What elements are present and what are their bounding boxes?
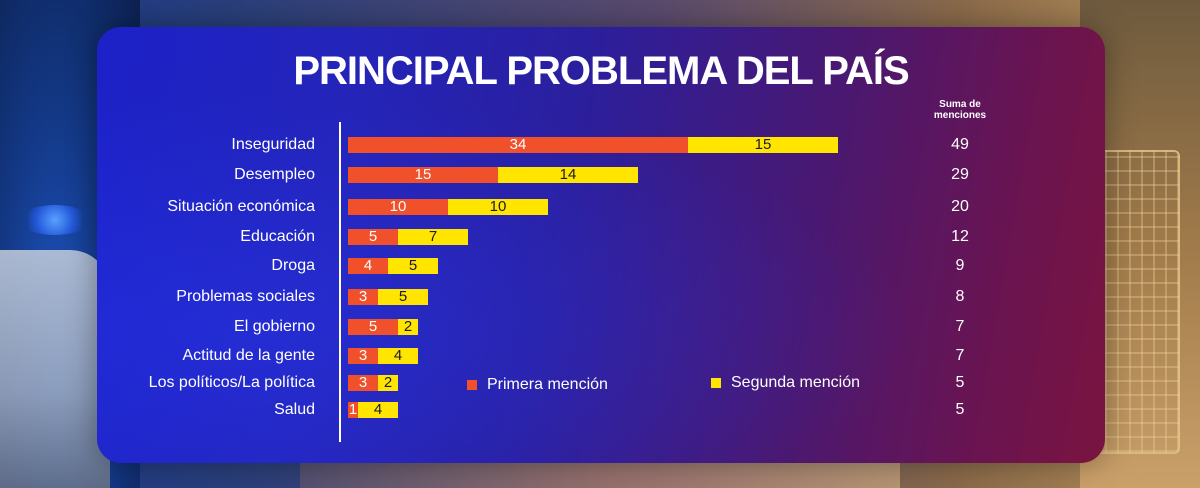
panel-glow <box>97 27 1105 463</box>
total-mentions-value: 20 <box>951 198 969 215</box>
bar-primera-mencion: 1 <box>348 402 358 418</box>
bar-segunda-mencion: 15 <box>688 137 838 153</box>
bar-value-label: 2 <box>403 318 413 335</box>
background-car <box>0 250 110 488</box>
bar-value-label: 34 <box>509 136 527 153</box>
bar-value-label: 2 <box>383 374 393 391</box>
bar-value-label: 15 <box>414 166 432 183</box>
bar-segunda-mencion: 14 <box>498 167 638 183</box>
legend-item: Primera mención <box>467 376 608 394</box>
bar-primera-mencion: 3 <box>348 289 378 305</box>
bar-primera-mencion: 4 <box>348 258 388 274</box>
total-mentions-value: 7 <box>955 318 965 335</box>
bar-primera-mencion: 3 <box>348 348 378 364</box>
bar-value-label: 4 <box>393 347 403 364</box>
bar-value-label: 4 <box>363 257 373 274</box>
total-mentions-value: 12 <box>951 228 969 245</box>
bar-value-label: 3 <box>358 288 368 305</box>
bar-value-label: 14 <box>559 166 577 183</box>
bar-segunda-mencion: 2 <box>378 375 398 391</box>
category-label: Los políticos/La política <box>148 374 315 391</box>
bar-value-label: 5 <box>368 318 378 335</box>
bar-primera-mencion: 34 <box>348 137 688 153</box>
category-label: Inseguridad <box>231 136 315 153</box>
bar-segunda-mencion: 4 <box>358 402 398 418</box>
bar-primera-mencion: 10 <box>348 199 448 215</box>
bar-primera-mencion: 5 <box>348 319 398 335</box>
bar-segunda-mencion: 5 <box>378 289 428 305</box>
legend-label: Primera mención <box>487 376 608 393</box>
bar-segunda-mencion: 2 <box>398 319 418 335</box>
legend-swatch <box>467 380 477 390</box>
bar-value-label: 5 <box>398 288 408 305</box>
category-label: Droga <box>271 257 315 274</box>
bar-value-label: 10 <box>389 198 407 215</box>
category-label: Salud <box>274 401 315 418</box>
background-siren-light <box>20 205 90 235</box>
legend-label: Segunda mención <box>731 374 860 391</box>
total-mentions-value: 9 <box>955 257 965 274</box>
total-mentions-value: 8 <box>955 288 965 305</box>
legend-item: Segunda mención <box>711 374 860 392</box>
category-label: Situación económica <box>167 198 315 215</box>
sum-column-header: Suma de menciones <box>933 99 987 121</box>
category-axis-line <box>339 122 341 442</box>
bar-value-label: 7 <box>428 228 438 245</box>
bar-segunda-mencion: 7 <box>398 229 468 245</box>
bar-segunda-mencion: 4 <box>378 348 418 364</box>
category-label: Desempleo <box>234 166 315 183</box>
total-mentions-value: 7 <box>955 347 965 364</box>
category-label: Problemas sociales <box>176 288 315 305</box>
bar-segunda-mencion: 10 <box>448 199 548 215</box>
chart-title: PRINCIPAL PROBLEMA DEL PAÍS <box>293 49 909 93</box>
bar-value-label: 15 <box>754 136 772 153</box>
bar-value-label: 1 <box>348 401 358 418</box>
total-mentions-value: 29 <box>951 166 969 183</box>
bar-value-label: 5 <box>408 257 418 274</box>
bar-value-label: 10 <box>489 198 507 215</box>
bar-primera-mencion: 5 <box>348 229 398 245</box>
bar-value-label: 3 <box>358 374 368 391</box>
bar-value-label: 5 <box>368 228 378 245</box>
bar-value-label: 3 <box>358 347 368 364</box>
total-mentions-value: 49 <box>951 136 969 153</box>
bar-segunda-mencion: 5 <box>388 258 438 274</box>
total-mentions-value: 5 <box>955 374 965 391</box>
bar-primera-mencion: 3 <box>348 375 378 391</box>
background-scene-bottom <box>300 458 900 488</box>
category-label: Educación <box>240 228 315 245</box>
total-mentions-value: 5 <box>955 401 965 418</box>
bar-value-label: 4 <box>373 401 383 418</box>
category-label: Actitud de la gente <box>182 347 315 364</box>
chart-panel: PRINCIPAL PROBLEMA DEL PAÍS Suma de menc… <box>97 27 1105 463</box>
legend-swatch <box>711 378 721 388</box>
category-label: El gobierno <box>234 318 315 335</box>
bar-primera-mencion: 15 <box>348 167 498 183</box>
